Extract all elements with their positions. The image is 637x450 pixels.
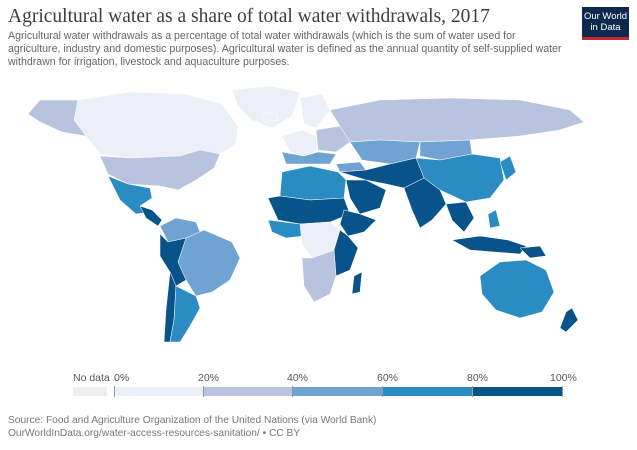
region-brazil bbox=[177, 229, 241, 297]
legend-tick-label-0: 0% bbox=[114, 372, 130, 384]
legend-swatch-80-100 bbox=[472, 387, 562, 396]
region-horn-of-africa bbox=[339, 209, 377, 237]
region-southeast-asia bbox=[445, 201, 475, 233]
legend-tick-label-20: 20% bbox=[198, 372, 220, 384]
source-note: Source: Food and Agriculture Organizatio… bbox=[8, 414, 376, 440]
region-alaska bbox=[27, 99, 87, 137]
legend-tick-label-100: 100% bbox=[550, 372, 577, 384]
region-southern-europe bbox=[281, 151, 337, 165]
source-link[interactable]: OurWorldInData.org/water-access-resource… bbox=[8, 428, 301, 439]
region-iceland bbox=[261, 111, 279, 123]
region-eastern-europe bbox=[315, 125, 351, 153]
logo-line-1: Our World bbox=[583, 11, 628, 22]
legend-swatch-40-60 bbox=[292, 387, 382, 396]
world-choropleth-map bbox=[27, 85, 585, 343]
legend-tick-100 bbox=[562, 386, 563, 397]
legend-swatch-0-20 bbox=[114, 387, 203, 396]
legend-swatch-no-data bbox=[73, 387, 107, 396]
region-sahel bbox=[267, 195, 351, 225]
legend-tick-20 bbox=[203, 386, 204, 397]
legend-no-data-label: No data bbox=[73, 372, 110, 384]
legend-tick-60 bbox=[382, 386, 383, 397]
region-united-states bbox=[99, 149, 221, 191]
region-western-europe bbox=[281, 129, 319, 157]
legend-tick-40 bbox=[292, 386, 293, 397]
legend-swatch-60-80 bbox=[382, 387, 472, 396]
region-australia bbox=[479, 259, 555, 319]
chart-title: Agricultural water as a share of total w… bbox=[8, 6, 490, 27]
legend-tick-label-80: 80% bbox=[467, 372, 489, 384]
logo-line-2: in Data bbox=[590, 21, 621, 33]
region-india-pakistan bbox=[403, 177, 447, 229]
region-west-africa bbox=[267, 219, 305, 239]
region-papua-new-guinea bbox=[519, 245, 547, 259]
region-argentina bbox=[169, 285, 201, 343]
legend-tick-label-40: 40% bbox=[287, 372, 309, 384]
map-legend: No data 0% 20% 40% 60% 80% 100% bbox=[0, 372, 637, 402]
owid-logo[interactable]: Our World in Data bbox=[582, 7, 629, 40]
chart-subtitle: Agricultural water withdrawals as a perc… bbox=[8, 30, 562, 68]
legend-swatch-20-40 bbox=[203, 387, 292, 396]
legend-tick-0 bbox=[114, 386, 115, 397]
region-peru-bolivia bbox=[159, 233, 187, 287]
region-north-africa bbox=[279, 165, 347, 201]
region-central-america bbox=[139, 205, 163, 227]
region-canada bbox=[73, 91, 239, 159]
region-greenland bbox=[231, 85, 301, 129]
region-philippines bbox=[487, 209, 501, 229]
region-new-zealand bbox=[559, 307, 579, 333]
legend-tick-80 bbox=[472, 386, 473, 397]
region-russia bbox=[329, 97, 585, 143]
source-line: Source: Food and Agriculture Organizatio… bbox=[8, 415, 377, 426]
region-scandinavia bbox=[299, 93, 331, 129]
region-saudi-arabia-yemen bbox=[345, 179, 387, 215]
region-japan-korea bbox=[499, 155, 517, 181]
legend-tick-label-60: 60% bbox=[377, 372, 399, 384]
region-madagascar bbox=[351, 271, 363, 295]
region-indonesia bbox=[451, 235, 527, 255]
region-southern-africa bbox=[301, 249, 337, 303]
